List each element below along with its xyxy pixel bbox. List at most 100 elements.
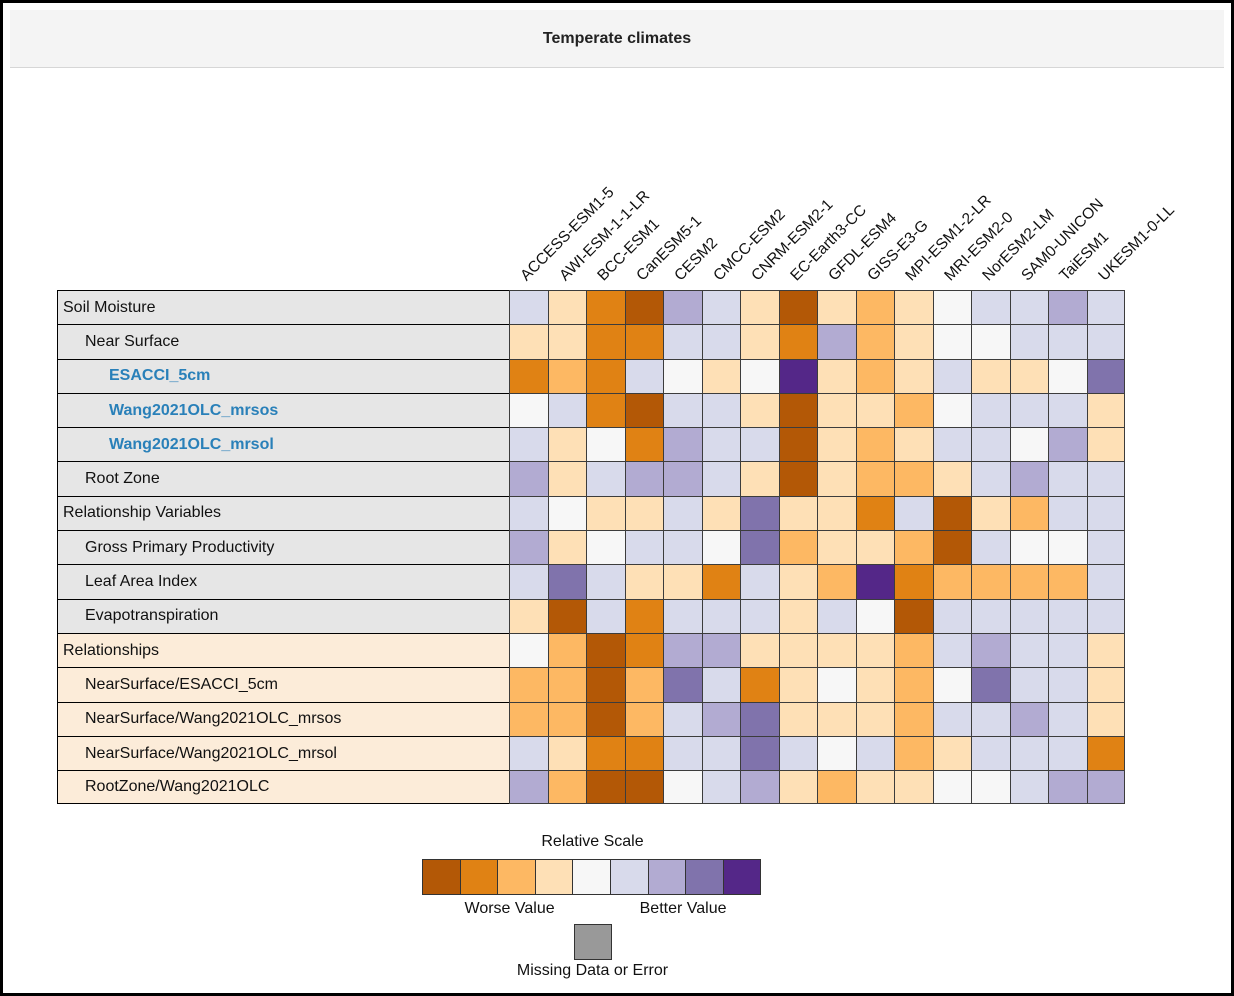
- heatmap-cell: [663, 495, 702, 531]
- heatmap-cell: [509, 392, 548, 428]
- heatmap-cell: [894, 392, 933, 428]
- heatmap-cell: [817, 735, 856, 771]
- heatmap-cell: [547, 495, 586, 531]
- heatmap-cell: [971, 564, 1010, 599]
- heatmap-cell: [971, 495, 1010, 531]
- heatmap-cell: [509, 495, 548, 531]
- heatmap-cell: [547, 632, 586, 668]
- heatmap-cell: [778, 667, 817, 702]
- heatmap-cell: [817, 530, 856, 565]
- heatmap-cell: [1009, 495, 1048, 531]
- heatmap-cell: [817, 358, 856, 393]
- heatmap-cell: [663, 770, 702, 805]
- heatmap-cell: [1009, 770, 1048, 805]
- heatmap-cell: [932, 667, 971, 702]
- heatmap-cell: [663, 632, 702, 668]
- row-label-link[interactable]: Wang2021OLC_mrsos: [57, 392, 509, 428]
- heatmap-cell: [971, 701, 1010, 736]
- heatmap-cell: [624, 701, 663, 736]
- heatmap-cell: [971, 598, 1010, 633]
- heatmap-cell: [663, 324, 702, 359]
- heatmap-cell: [1086, 632, 1125, 668]
- heatmap-cell: [778, 324, 817, 359]
- heatmap-cell: [1009, 598, 1048, 633]
- heatmap-cell: [932, 290, 971, 325]
- heatmap-cell: [509, 735, 548, 771]
- heatmap-cell: [1048, 735, 1087, 771]
- heatmap-cell: [817, 392, 856, 428]
- heatmap-cell: [701, 564, 740, 599]
- heatmap-cell: [509, 290, 548, 325]
- heatmap-cell: [971, 358, 1010, 393]
- heatmap-cell: [894, 667, 933, 702]
- heatmap-cell: [547, 461, 586, 496]
- heatmap-cell: [894, 324, 933, 359]
- heatmap-cell: [1086, 324, 1125, 359]
- heatmap-cell: [701, 598, 740, 633]
- score-heatmap: Soil Moisture Near Surface ESACCI_5cm Wang2…: [57, 290, 1125, 805]
- heatmap-cell: [1048, 564, 1087, 599]
- heatmap-cell: [663, 701, 702, 736]
- heatmap-cell: [547, 667, 586, 702]
- heatmap-cell: [624, 564, 663, 599]
- heatmap-cell: [855, 530, 894, 565]
- heatmap-cell: [509, 564, 548, 599]
- heatmap-cell: [778, 495, 817, 531]
- heatmap-cell: [663, 392, 702, 428]
- heatmap-cell: [855, 632, 894, 668]
- heatmap-cell: [817, 495, 856, 531]
- row-label-link[interactable]: ESACCI_5cm: [57, 358, 509, 393]
- heatmap-cell: [547, 701, 586, 736]
- heatmap-cell: [1048, 427, 1087, 462]
- heatmap-cell: [1009, 324, 1048, 359]
- heatmap-cell: [817, 701, 856, 736]
- heatmap-cell: [624, 530, 663, 565]
- heatmap-cell: [701, 358, 740, 393]
- heatmap-cell: [586, 324, 625, 359]
- row-label-link[interactable]: Wang2021OLC_mrsol: [57, 427, 509, 462]
- heatmap-cell: [817, 324, 856, 359]
- heatmap-cell: [1086, 701, 1125, 736]
- heatmap-cell: [1009, 461, 1048, 496]
- heatmap-cell: [894, 461, 933, 496]
- heatmap-cell: [1086, 735, 1125, 771]
- heatmap-cell: [547, 324, 586, 359]
- heatmap-cell: [932, 701, 971, 736]
- heatmap-cell: [1048, 598, 1087, 633]
- heatmap-cell: [701, 461, 740, 496]
- legend-endpoint-labels: Worse Value Better Value: [422, 900, 769, 918]
- heatmap-cell: [932, 598, 971, 633]
- heatmap-cell: [855, 461, 894, 496]
- heatmap-cell: [509, 324, 548, 359]
- heatmap-cell: [586, 667, 625, 702]
- heatmap-cell: [586, 564, 625, 599]
- heatmap-cell: [932, 324, 971, 359]
- heatmap-cell: [740, 495, 779, 531]
- heatmap-cell: [624, 632, 663, 668]
- heatmap-cell: [1086, 392, 1125, 428]
- heatmap-cell: [663, 667, 702, 702]
- heatmap-cell: [894, 358, 933, 393]
- heatmap-cell: [701, 667, 740, 702]
- page-title: Temperate climates: [542, 29, 692, 47]
- heatmap-cell: [894, 495, 933, 531]
- heatmap-cell: [1048, 495, 1087, 531]
- heatmap-cell: [624, 598, 663, 633]
- heatmap-cell: [1009, 735, 1048, 771]
- heatmap-cell: [855, 735, 894, 771]
- heatmap-cell: [547, 392, 586, 428]
- legend-swatch: [422, 859, 461, 895]
- heatmap-cell: [778, 701, 817, 736]
- heatmap-cell: [1009, 392, 1048, 428]
- heatmap-cell: [1086, 564, 1125, 599]
- heatmap-cell: [778, 598, 817, 633]
- heatmap-cell: [817, 461, 856, 496]
- heatmap-cell: [855, 770, 894, 805]
- heatmap-cell: [547, 290, 586, 325]
- heatmap-cell: [547, 358, 586, 393]
- heatmap-cell: [1048, 701, 1087, 736]
- heatmap-cell: [663, 564, 702, 599]
- heatmap-cell: [1048, 324, 1087, 359]
- heatmap-cell: [663, 598, 702, 633]
- heatmap-cell: [740, 324, 779, 359]
